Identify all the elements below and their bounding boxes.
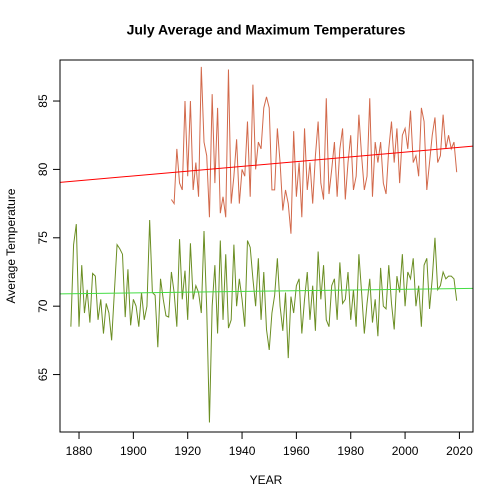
series-line <box>70 219 458 423</box>
x-tick-label: 1940 <box>229 444 256 458</box>
x-tick-label: 1920 <box>174 444 201 458</box>
x-tick-label: 2020 <box>446 444 473 458</box>
y-tick-label: 75 <box>36 231 50 245</box>
x-axis-label: YEAR <box>250 473 283 487</box>
y-axis-label: Average Temperature <box>4 188 18 303</box>
x-tick-label: 1880 <box>66 444 93 458</box>
series-line <box>59 287 474 295</box>
series-line <box>170 66 458 234</box>
y-tick-label: 80 <box>36 162 50 176</box>
y-tick-label: 70 <box>36 299 50 313</box>
x-tick-label: 1980 <box>337 444 364 458</box>
x-tick-label: 1900 <box>120 444 147 458</box>
y-tick-label: 85 <box>36 94 50 108</box>
x-tick-label: 2000 <box>392 444 419 458</box>
plot-frame <box>59 59 474 433</box>
chart-title: July Average and Maximum Temperatures <box>127 22 406 38</box>
x-tick-label: 1960 <box>283 444 310 458</box>
series-line <box>59 145 474 183</box>
y-tick-label: 65 <box>36 368 50 382</box>
